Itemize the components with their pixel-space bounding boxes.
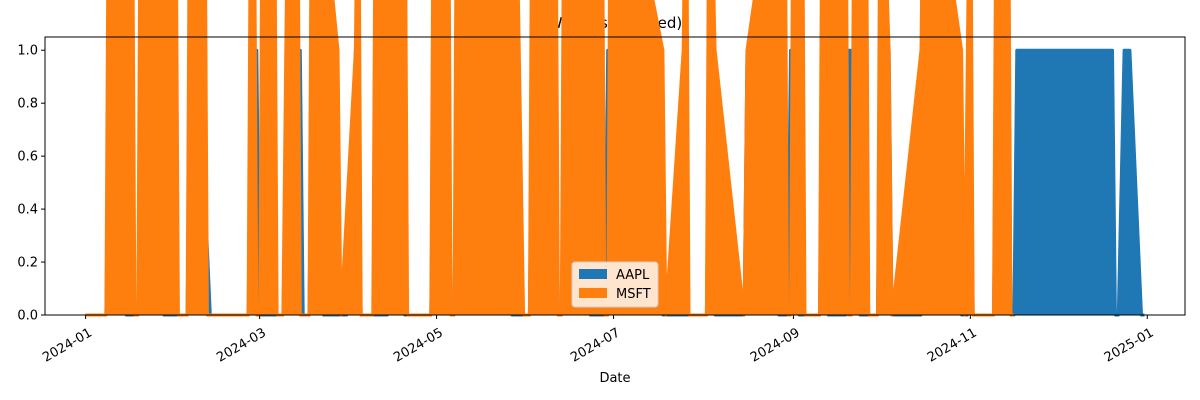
y-tick-label: 0.8: [17, 97, 38, 112]
legend-label-aapl: AAPL: [616, 268, 650, 283]
y-tick-label: 1.0: [17, 44, 38, 59]
legend-swatch-aapl: [579, 269, 607, 279]
y-tick-label: 0.0: [17, 309, 38, 324]
legend-label-msft: MSFT: [616, 287, 651, 302]
series-area-msft: [85, 0, 1014, 315]
y-tick-label: 0.2: [17, 256, 38, 271]
x-axis-label: Date: [599, 371, 630, 386]
y-tick-label: 0.6: [17, 150, 38, 165]
legend: AAPL MSFT: [571, 261, 659, 308]
plot-frame: [44, 36, 1186, 316]
legend-swatch-msft: [579, 288, 607, 298]
y-tick-label: 0.4: [17, 203, 38, 218]
series-layer: [85, 0, 1145, 317]
